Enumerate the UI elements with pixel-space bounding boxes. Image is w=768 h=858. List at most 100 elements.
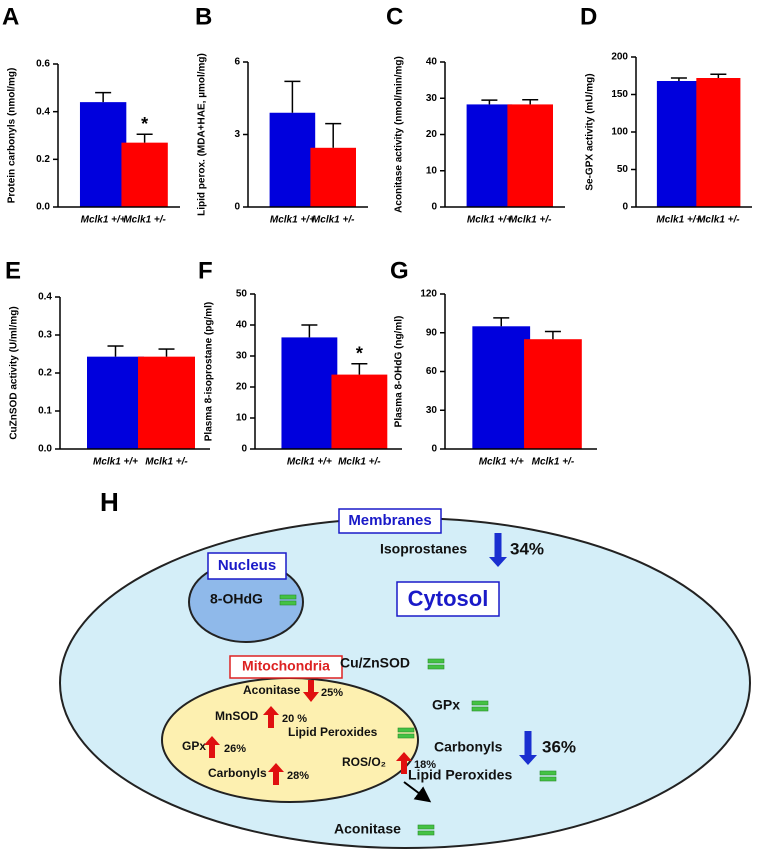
x-tick-label: Mclk1 +/+ <box>479 457 524 468</box>
x-tick-label: Mclk1 +/+ <box>81 215 126 226</box>
y-tick-label: 0.1 <box>38 406 52 417</box>
y-tick-label: 10 <box>236 413 248 424</box>
panel-letter: B <box>195 3 212 30</box>
y-tick-label: 0 <box>622 202 628 213</box>
item-label: GPx <box>182 739 206 753</box>
error-bar <box>107 345 124 357</box>
bar <box>507 104 553 207</box>
no-change-icon <box>397 733 415 739</box>
y-tick-label: 0.6 <box>36 59 50 70</box>
item-label: Isoprostanes <box>380 541 467 557</box>
increase-arrow <box>204 736 220 758</box>
item-label: Aconitase <box>334 821 401 837</box>
item-label: Lipid Peroxides <box>288 725 378 739</box>
error-bar <box>301 324 318 338</box>
error-bar <box>544 330 561 340</box>
change-label: 18% <box>414 759 436 771</box>
y-tick-label: 150 <box>611 89 628 100</box>
item-label: Carbonyls <box>434 739 503 755</box>
no-change-icon <box>471 700 489 706</box>
no-change-icon <box>539 776 557 782</box>
y-tick-label: 30 <box>236 351 248 362</box>
panel-letter: C <box>386 3 403 30</box>
item-label: 8-OHdG <box>210 591 263 607</box>
no-change-icon <box>397 727 415 733</box>
bar <box>269 112 316 207</box>
y-tick-label: 10 <box>426 165 438 176</box>
y-tick-label: 0 <box>241 444 247 455</box>
bar <box>656 81 701 207</box>
panel-letter: G <box>390 257 409 284</box>
y-tick-label: 6 <box>234 57 240 68</box>
y-axis-label: Se-GPX activity (mU/mg) <box>585 73 596 190</box>
x-tick-label: Mclk1 +/+ <box>93 457 138 468</box>
x-tick-label: Mclk1 +/+ <box>270 215 315 226</box>
bar <box>466 104 513 207</box>
y-tick-label: 30 <box>426 405 438 416</box>
bar <box>87 356 144 449</box>
ros-arrow <box>403 781 432 803</box>
y-tick-label: 0 <box>234 202 240 213</box>
panel-letter: D <box>580 3 597 30</box>
y-tick-label: 0 <box>431 444 437 455</box>
compartment-label: Nucleus <box>218 557 276 574</box>
error-bar <box>325 122 342 148</box>
bar <box>281 337 338 449</box>
nucleus-box <box>207 552 287 580</box>
y-tick-label: 0.2 <box>36 154 50 165</box>
y-tick-label: 40 <box>426 57 438 68</box>
x-tick-label: Mclk1 +/- <box>532 457 575 468</box>
change-label: 20 % <box>282 713 307 725</box>
no-change-icon <box>279 594 297 600</box>
item-label: GPx <box>432 697 460 713</box>
y-tick-label: 120 <box>420 289 437 300</box>
y-tick-label: 0.3 <box>38 330 52 341</box>
y-tick-label: 100 <box>611 127 628 138</box>
item-label: Lipid Peroxides <box>408 767 512 783</box>
x-tick-label: Mclk1 +/+ <box>656 215 701 226</box>
decrease-arrow <box>303 680 319 702</box>
bar <box>696 78 741 207</box>
item-label: Aconitase <box>243 683 301 697</box>
no-change-icon <box>417 830 435 836</box>
x-tick-label: Mclk1 +/- <box>509 215 552 226</box>
cell <box>59 517 751 849</box>
x-tick-label: Mclk1 +/+ <box>287 457 332 468</box>
error-bar <box>481 99 498 105</box>
y-axis-label: CuZnSOD activity (U/ml/mg) <box>9 306 20 439</box>
change-label: 26% <box>224 743 246 755</box>
y-tick-label: 40 <box>236 320 248 331</box>
no-change-icon <box>427 658 445 664</box>
compartment-label: Mitochondria <box>242 658 330 674</box>
panel-letter: E <box>5 257 21 284</box>
y-tick-label: 0.4 <box>38 292 52 303</box>
bar <box>79 102 127 207</box>
y-tick-label: 50 <box>617 164 629 175</box>
x-tick-label: Mclk1 +/- <box>145 457 188 468</box>
item-label: Carbonyls <box>208 766 267 780</box>
change-label: 34% <box>510 539 544 558</box>
error-bar <box>670 77 687 81</box>
mitochondria-box <box>229 655 343 679</box>
y-tick-label: 60 <box>426 366 438 377</box>
no-change-icon <box>471 706 489 712</box>
increase-arrow <box>268 763 284 785</box>
error-bar <box>710 73 727 78</box>
increase-arrow <box>263 706 279 728</box>
no-change-icon <box>279 600 297 606</box>
no-change-icon <box>539 770 557 776</box>
y-tick-label: 30 <box>426 93 438 104</box>
y-axis-label: Plasma 8-isoprostane (pg/ml) <box>204 302 215 441</box>
annotation: * <box>141 114 148 134</box>
change-label: 36% <box>542 737 576 756</box>
y-tick-label: 0.0 <box>36 202 50 213</box>
y-tick-label: 90 <box>426 327 438 338</box>
y-axis-label: Lipid perox. (MDA+HAE, µmol/mg) <box>197 53 208 216</box>
x-tick-label: Mclk1 +/- <box>123 215 166 226</box>
compartment-label: Cytosol <box>408 586 489 611</box>
item-label: MnSOD <box>215 709 259 723</box>
change-label: 28% <box>287 770 309 782</box>
bar <box>331 374 388 449</box>
x-tick-label: Mclk1 +/- <box>697 215 740 226</box>
